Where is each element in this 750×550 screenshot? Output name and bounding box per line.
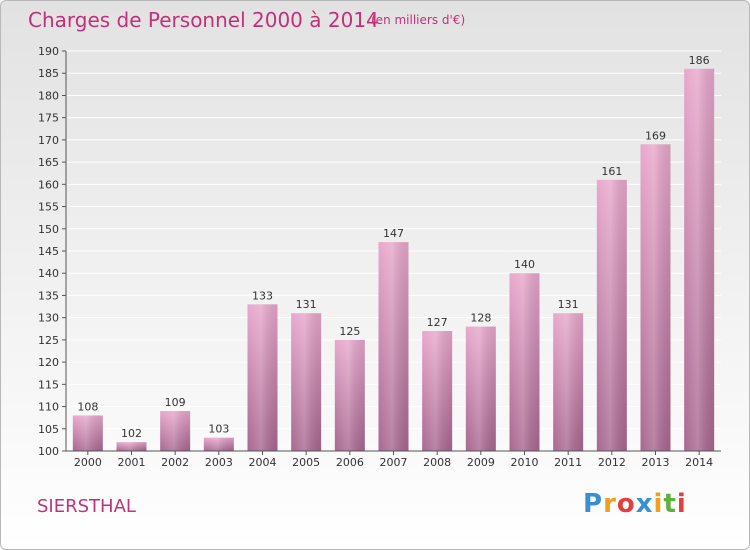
data-label-2014: 186 xyxy=(689,54,710,67)
y-tick-labels: 100 105 110 115 120 125 130 135 140 145 150 155 160 1… xyxy=(38,45,66,458)
data-label-2001: 102 xyxy=(121,427,142,440)
x-tick-label-2005: 2005 xyxy=(292,456,320,469)
y-tick-label: 175 xyxy=(38,112,59,125)
logo-letter: t xyxy=(663,489,677,519)
y-tick-label: 155 xyxy=(38,201,59,214)
bar-shine-2013 xyxy=(640,144,671,452)
x-tick-label-2007: 2007 xyxy=(380,456,408,469)
proxiti-logo: Proxiti xyxy=(583,489,687,519)
y-tick-label: 150 xyxy=(38,223,59,236)
bar-shine-2010 xyxy=(509,273,540,451)
logo-letter: o xyxy=(616,489,636,519)
x-tick-label-2010: 2010 xyxy=(511,456,539,469)
y-tick-label: 135 xyxy=(38,289,59,302)
x-tick-label-2012: 2012 xyxy=(598,456,626,469)
x-tick-label-2000: 2000 xyxy=(74,456,102,469)
logo-letter: r xyxy=(603,489,617,519)
data-label-2007: 147 xyxy=(383,227,404,240)
x-tick-label-2001: 2001 xyxy=(118,456,146,469)
bar-shine-2012 xyxy=(596,179,627,451)
bar-shine-2009 xyxy=(465,326,496,451)
data-label-2010: 140 xyxy=(514,258,535,271)
bar-shine-2005 xyxy=(291,313,322,451)
x-tick-label-2013: 2013 xyxy=(642,456,670,469)
y-tick-label: 120 xyxy=(38,356,59,369)
bar-shine-2004 xyxy=(247,304,278,451)
y-tick-label: 115 xyxy=(38,378,59,391)
data-label-2011: 131 xyxy=(558,298,579,311)
bar-shine-2006 xyxy=(334,339,365,451)
bar-shine-2007 xyxy=(378,242,409,451)
data-label-2008: 127 xyxy=(427,316,448,329)
bar-shine-2008 xyxy=(422,331,453,451)
y-tick-label: 130 xyxy=(38,312,59,325)
bar-shine-2011 xyxy=(553,313,584,451)
y-tick-label: 140 xyxy=(38,267,59,280)
bar-shine-2014 xyxy=(684,68,715,452)
x-tick-label-2002: 2002 xyxy=(161,456,189,469)
data-label-2006: 125 xyxy=(339,325,360,338)
y-tick-label: 180 xyxy=(38,89,59,102)
data-label-2002: 109 xyxy=(165,396,186,409)
x-tick-label-2011: 2011 xyxy=(554,456,582,469)
data-label-2013: 169 xyxy=(645,129,666,142)
y-tick-label: 125 xyxy=(38,334,59,347)
logo-letter: i xyxy=(676,489,687,519)
chart-title: Charges de Personnel 2000 à 2014 xyxy=(28,8,379,32)
x-tick-label-2004: 2004 xyxy=(249,456,277,469)
y-tick-label: 110 xyxy=(38,401,59,414)
y-tick-label: 100 xyxy=(38,445,59,458)
x-tick-label-2006: 2006 xyxy=(336,456,364,469)
logo-letter: i xyxy=(653,489,664,519)
y-tick-label: 145 xyxy=(38,245,59,258)
bar-shine-2001 xyxy=(116,442,147,451)
logo-letter: x xyxy=(635,489,654,519)
x-tick-label-2003: 2003 xyxy=(205,456,233,469)
y-tick-label: 190 xyxy=(38,45,59,58)
x-tick-label-2009: 2009 xyxy=(467,456,495,469)
y-tick-label: 160 xyxy=(38,178,59,191)
y-tick-label: 165 xyxy=(38,156,59,169)
logo-letter: P xyxy=(583,489,604,519)
x-tick-label-2008: 2008 xyxy=(423,456,451,469)
y-tick-label: 105 xyxy=(38,423,59,436)
bar-shine-2000 xyxy=(72,415,103,451)
y-tick-label: 170 xyxy=(38,134,59,147)
data-label-2000: 108 xyxy=(77,400,98,413)
y-tick-label: 185 xyxy=(38,67,59,80)
data-labels: 108 102 109 103 133 131 125 147 127 128 140 131 161 1… xyxy=(77,54,709,440)
commune-name: SIERSTHAL xyxy=(37,496,136,517)
data-label-2012: 161 xyxy=(601,165,622,178)
bar-shine-2002 xyxy=(160,411,191,451)
data-label-2004: 133 xyxy=(252,289,273,302)
bar-shine-2003 xyxy=(203,437,234,451)
x-tick-labels: 2000 2001 2002 2003 2004 2005 2006 2007 2008 2009… xyxy=(74,451,713,469)
unit-note: (en milliers d'€) xyxy=(371,13,466,27)
data-label-2005: 131 xyxy=(296,298,317,311)
data-label-2003: 103 xyxy=(208,423,229,436)
x-tick-label-2014: 2014 xyxy=(685,456,713,469)
data-label-2009: 128 xyxy=(470,312,491,325)
bars xyxy=(72,68,715,452)
